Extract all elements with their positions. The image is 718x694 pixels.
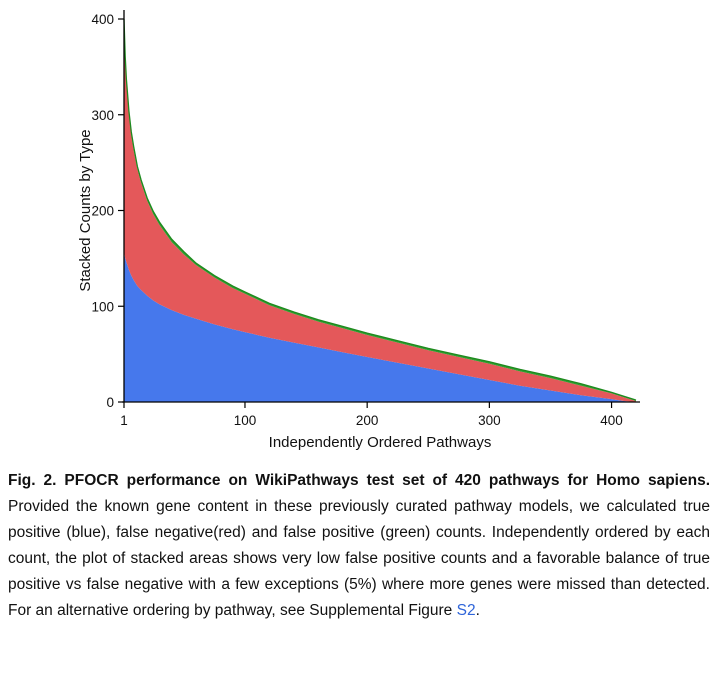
y-tick-label: 0 <box>106 395 114 410</box>
x-tick-label: 300 <box>478 413 501 428</box>
stacked-areas <box>123 18 637 402</box>
chart-svg: 1 100 200 300 400 0 100 200 300 400 Independently … <box>77 10 640 451</box>
caption-label-bold: Fig. 2. PFOCR performance on WikiPathway… <box>8 472 710 489</box>
figure-caption: Fig. 2. PFOCR performance on WikiPathway… <box>8 468 710 624</box>
caption-body: Provided the known gene content in these… <box>8 498 710 619</box>
y-tick-label: 100 <box>91 299 114 314</box>
x-tick-label: 200 <box>356 413 379 428</box>
area-true-positive <box>124 251 636 402</box>
edge-false-positive <box>123 18 637 401</box>
y-tick-label: 200 <box>91 204 114 219</box>
x-axis-title: Independently Ordered Pathways <box>269 434 492 451</box>
y-tick-label: 400 <box>91 12 114 27</box>
x-tick-label: 100 <box>234 413 257 428</box>
stacked-area-chart: 1 100 200 300 400 0 100 200 300 400 Independently … <box>77 10 640 451</box>
area-false-negative <box>124 26 636 402</box>
caption-period: . <box>475 602 480 619</box>
x-tick-label: 400 <box>600 413 623 428</box>
y-tick-label: 300 <box>91 108 114 123</box>
caption-link-s2[interactable]: S2 <box>456 602 476 619</box>
axes: 1 100 200 300 400 0 100 200 300 400 Independently … <box>77 10 640 451</box>
y-axis-title: Stacked Counts by Type <box>77 129 94 291</box>
x-tick-label: 1 <box>120 413 128 428</box>
